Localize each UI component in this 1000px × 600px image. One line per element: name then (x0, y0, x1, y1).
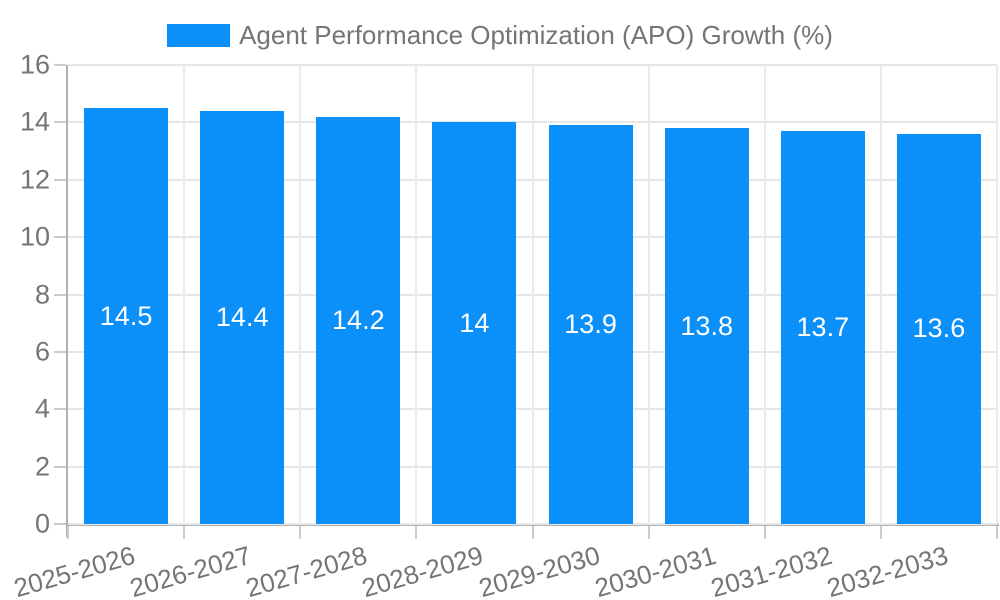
gridline-v (763, 65, 766, 524)
bar-value-label: 13.6 (912, 313, 966, 344)
bar-value-label: 13.7 (796, 311, 850, 342)
bar-value-label: 13.9 (564, 309, 617, 340)
gridline-h (68, 523, 997, 525)
x-axis-line (66, 524, 999, 526)
y-axis-tick-label: 14 (19, 106, 50, 137)
y-axis-tick-label: 0 (34, 508, 50, 539)
x-axis-tick (879, 526, 882, 539)
plot-area: 0 2 4 6 8 10 12 14 16 14.5 14.4 14.2 14 13.9 13.8 13.7 1… (11, 50, 999, 600)
bar[interactable]: 13.7 (780, 130, 865, 524)
y-axis-tick (54, 178, 66, 181)
y-axis-tick (54, 523, 66, 525)
bar-value-label: 14.5 (99, 300, 153, 331)
bar-value-label: 13.8 (680, 310, 733, 341)
y-axis-tick-label: 10 (19, 221, 50, 252)
x-axis-tick (183, 526, 186, 539)
bar[interactable]: 14.5 (84, 108, 169, 524)
y-axis-tick (54, 465, 66, 468)
bar-value-label: 14.4 (215, 301, 269, 332)
y-axis-tick (54, 64, 66, 66)
bar-value-label: 14 (459, 307, 490, 338)
y-axis-tick-label: 2 (34, 451, 50, 482)
gridline-v (647, 65, 650, 524)
bar-value-label: 14.2 (332, 304, 385, 335)
x-axis-tick (531, 526, 534, 539)
gridline-v (415, 65, 418, 524)
y-axis-tick (54, 408, 66, 411)
y-axis-line (66, 65, 68, 537)
bar[interactable]: 13.8 (664, 128, 749, 524)
legend: Agent Performance Optimization (APO) Gro… (0, 20, 1000, 51)
bar[interactable]: 14.2 (316, 116, 401, 524)
bar[interactable]: 13.6 (896, 133, 981, 524)
y-axis-tick-label: 4 (34, 393, 50, 424)
y-axis-tick (54, 350, 66, 353)
y-axis-tick-label: 12 (19, 164, 50, 195)
y-axis-tick-label: 16 (19, 49, 50, 80)
y-axis-tick (54, 121, 66, 124)
y-axis-tick-label: 8 (34, 279, 50, 309)
x-axis-tick (299, 526, 302, 539)
gridline-v (879, 65, 882, 524)
gridline-v (183, 65, 186, 524)
bar[interactable]: 14 (432, 122, 517, 524)
gridline-v (299, 65, 302, 524)
gridline-v (531, 65, 534, 524)
x-axis-tick (996, 526, 998, 539)
x-axis-tick (415, 526, 418, 539)
bar[interactable]: 13.9 (548, 125, 633, 524)
x-axis-tick (67, 526, 69, 539)
x-axis-tick (763, 526, 766, 539)
y-axis-tick (54, 293, 66, 296)
y-axis-tick-label: 6 (34, 336, 50, 367)
y-axis-tick (54, 236, 66, 239)
legend-label: Agent Performance Optimization (APO) Gro… (239, 20, 833, 50)
x-axis-tick (647, 526, 650, 539)
legend-swatch-icon (167, 24, 231, 47)
bar[interactable]: 14.4 (200, 110, 285, 524)
gridline-v (996, 65, 998, 524)
